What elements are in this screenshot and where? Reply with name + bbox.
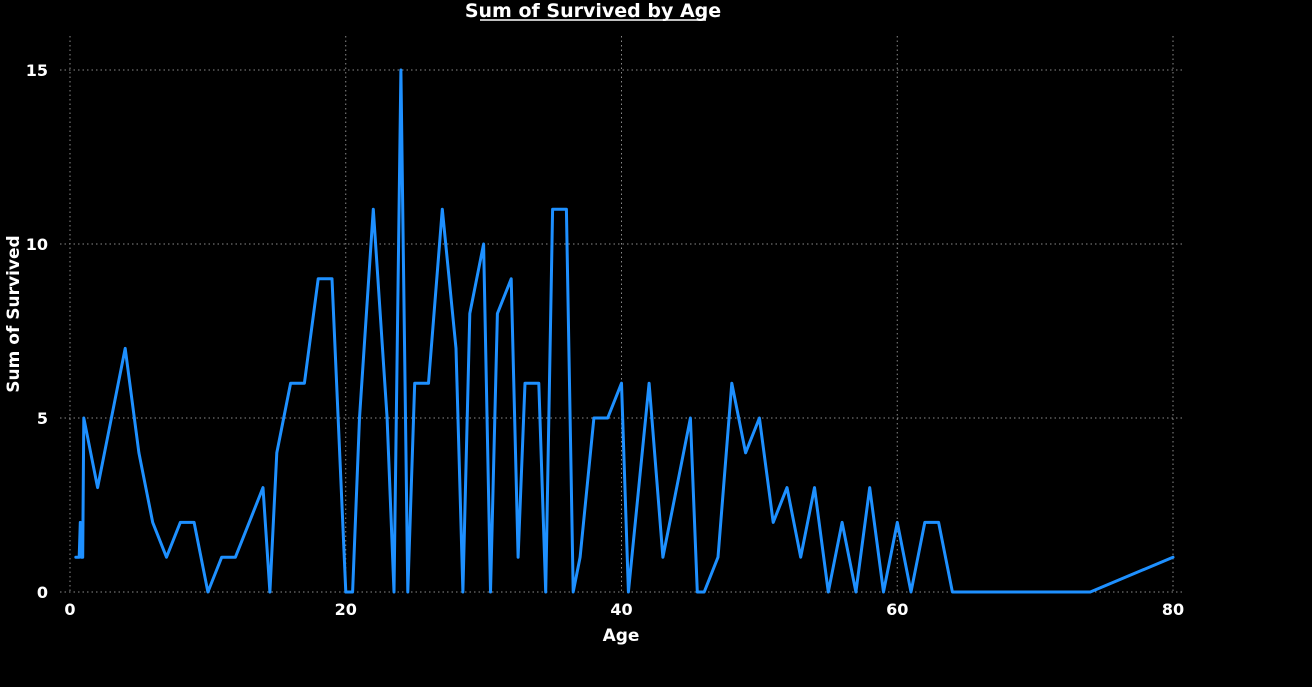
y-tick-label: 10	[26, 235, 48, 254]
tick-layer: 0 20 40 60 80 0 5 10 15	[26, 61, 1184, 619]
x-tick-label: 20	[335, 600, 357, 619]
chart-title: Sum of Survived by Age	[465, 0, 721, 22]
series-layer	[74, 68, 1175, 594]
x-axis-title: Age	[603, 626, 640, 646]
grid-layer	[60, 36, 1183, 593]
x-tick-label: 80	[1162, 600, 1184, 619]
series-line	[74, 68, 1175, 594]
y-axis-title: Sum of Survived	[4, 235, 24, 392]
y-tick-label: 5	[37, 409, 48, 428]
x-tick-label: 60	[886, 600, 908, 619]
y-tick-label: 15	[26, 61, 48, 80]
y-tick-label: 0	[37, 583, 48, 602]
x-tick-label: 0	[64, 600, 75, 619]
x-tick-label: 40	[610, 600, 632, 619]
